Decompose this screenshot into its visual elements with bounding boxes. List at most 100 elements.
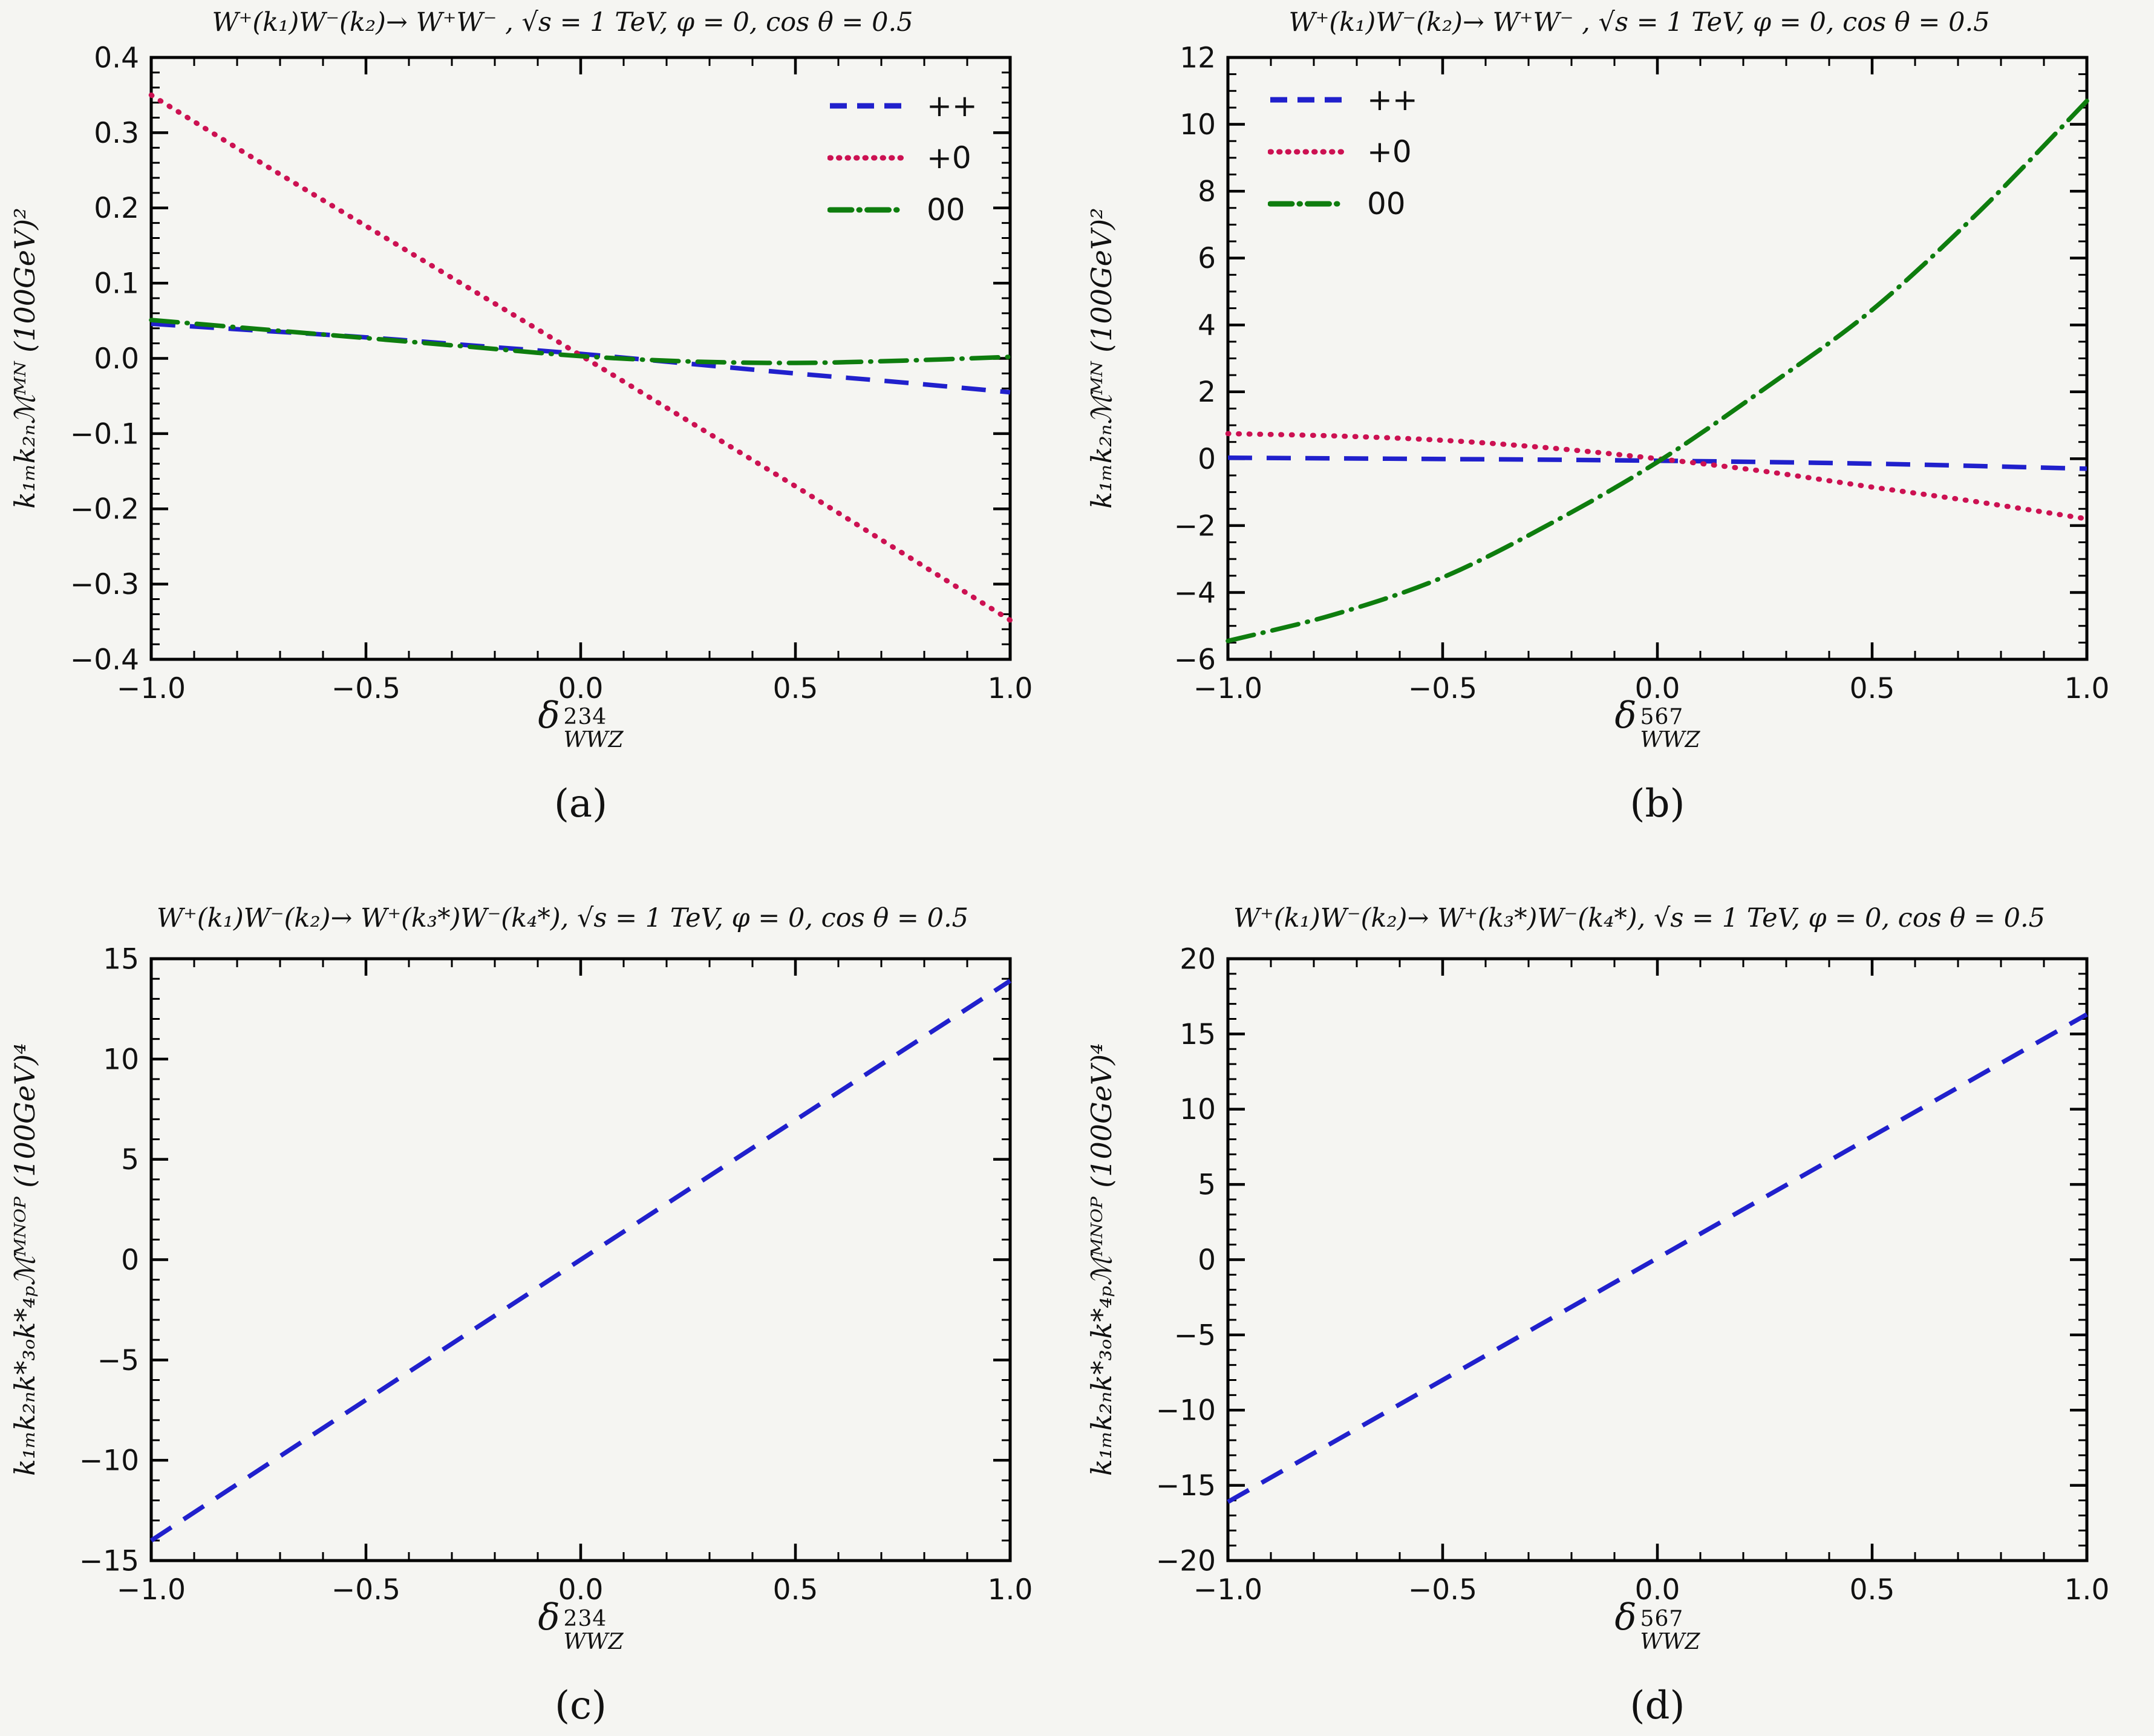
x-tick-label: −0.5 [1408, 672, 1477, 705]
y-tick-label: 6 [1198, 242, 1216, 275]
y-tick-label: 15 [103, 942, 139, 976]
legend-item: +0 [827, 140, 977, 175]
legend-line-dashdot [1268, 201, 1346, 207]
series-line-00 [1225, 99, 2089, 644]
chart-title: W⁺(k₁)W⁻(k₂)→ W⁺(k₃*)W⁻(k₄*), √s = 1 TeV… [156, 903, 969, 933]
legend-line-dotted [827, 155, 906, 161]
x-tick-label: 0.5 [1850, 1573, 1895, 1607]
y-tick-label: −5 [97, 1344, 139, 1377]
y-tick-label: −10 [79, 1444, 139, 1478]
x-axis-label: δ 567 WWZ [1228, 1596, 2087, 1654]
x-tick-label: 0.5 [1850, 672, 1895, 705]
legend-label: ++ [1367, 82, 1418, 117]
y-tick-label: 20 [1180, 942, 1216, 976]
x-tick-label: −0.5 [331, 1573, 400, 1607]
x-axis-label: δ 234 WWZ [151, 694, 1010, 752]
x-axis-label: δ 567 WWZ [1228, 694, 2087, 752]
legend-line-dashed [830, 103, 904, 109]
chart-title: W⁺(k₁)W⁻(k₂)→ W⁺W⁻ , √s = 1 TeV, φ = 0, … [1288, 7, 1990, 38]
x-tick-label: −0.5 [1408, 1573, 1477, 1607]
x-axis-label-symbol: δ [1614, 694, 1637, 737]
y-tick-label: −2 [1174, 509, 1216, 543]
y-tick-label: 5 [121, 1143, 139, 1176]
subfigure-caption: (b) [1630, 782, 1685, 826]
y-tick-label: −20 [1156, 1544, 1216, 1578]
legend-label: 00 [1367, 186, 1406, 221]
series-line-+0 [1225, 431, 2090, 522]
y-tick-label: 0.1 [94, 267, 139, 301]
x-axis-label-superscript: 567 [1640, 705, 1684, 729]
x-axis-label-superscript: 234 [563, 705, 607, 729]
legend-item: 00 [827, 192, 977, 227]
x-tick-label: 1.0 [2064, 1573, 2110, 1607]
y-tick-label: 10 [103, 1043, 139, 1076]
y-tick-label: 0.3 [94, 117, 139, 150]
y-tick-label: −5 [1174, 1319, 1216, 1352]
plot-frame [1226, 56, 2089, 661]
legend-label: +0 [1367, 134, 1412, 169]
chart-panel-c: W⁺(k₁)W⁻(k₂)→ W⁺(k₃*)W⁻(k₄*), √s = 1 TeV… [0, 868, 1077, 1736]
subfigure-caption: (d) [1630, 1683, 1685, 1728]
legend-item: 00 [1268, 186, 1418, 221]
y-tick-label: 15 [1180, 1018, 1216, 1051]
x-tick-label: 1.0 [988, 1573, 1033, 1607]
chart-panel-d: W⁺(k₁)W⁻(k₂)→ W⁺(k₃*)W⁻(k₄*), √s = 1 TeV… [1077, 868, 2153, 1736]
y-tick-label: 0 [1198, 443, 1216, 476]
y-tick-label: 4 [1198, 309, 1216, 342]
y-tick-label: −4 [1174, 576, 1216, 610]
legend: ++ +0 00 [827, 88, 977, 227]
x-axis-label-subscript: WWZ [1640, 1629, 1700, 1654]
y-tick-label: 5 [1198, 1169, 1216, 1202]
legend-line-dashed [1270, 97, 1344, 103]
y-tick-label: 0.0 [94, 342, 139, 376]
y-tick-label: −0.3 [70, 568, 139, 601]
y-tick-label: −0.2 [70, 493, 139, 526]
x-tick-label: 0.5 [773, 672, 818, 705]
y-tick-label: −0.1 [70, 417, 139, 451]
x-tick-label: 0.0 [1635, 672, 1680, 705]
y-tick-label: −0.4 [70, 643, 139, 676]
y-tick-label: 12 [1180, 41, 1216, 74]
x-axis-label-superscript: 234 [563, 1607, 607, 1631]
x-tick-label: −1.0 [1193, 1573, 1262, 1607]
y-tick-label: 0.2 [94, 192, 139, 225]
x-tick-label: −0.5 [331, 672, 400, 705]
plot-area: −1.0 −0.5 0.0 0.5 1.0 15 10 5 0 −5 −10 −15 [79, 942, 1033, 1607]
x-tick-label: −1.0 [117, 1573, 186, 1607]
x-tick-label: −1.0 [1193, 672, 1262, 705]
y-tick-label: 8 [1198, 175, 1216, 209]
legend-item: +0 [1268, 134, 1418, 169]
x-axis-label: δ 234 WWZ [151, 1596, 1010, 1654]
x-tick-label: −1.0 [117, 672, 186, 705]
chart-title: W⁺(k₁)W⁻(k₂)→ W⁺(k₃*)W⁻(k₄*), √s = 1 TeV… [1233, 903, 2046, 933]
plot-area: −1.0 −0.5 0.0 0.5 1.0 20 15 10 5 0 −5 −10 −15 −20 [1156, 942, 2110, 1607]
plot-area: −1.0 −0.5 0.0 0.5 1.0 0.4 0.3 0.2 0.1 0.0 −0.1 −0.2… [70, 41, 1033, 705]
legend-line-dotted [1268, 149, 1346, 155]
x-tick-label: 0.0 [1635, 1573, 1680, 1607]
x-axis-label-subscript: WWZ [563, 1629, 624, 1654]
plot-frame [1226, 957, 2089, 1562]
subfigure-caption: (a) [553, 782, 608, 826]
y-tick-label: 0.4 [94, 41, 139, 74]
x-axis-label-subscript: WWZ [563, 727, 624, 752]
x-tick-label: 0.0 [558, 1573, 604, 1607]
legend-line-dashdot [827, 207, 906, 213]
legend-label: +0 [927, 140, 971, 175]
chart-panel-b: W⁺(k₁)W⁻(k₂)→ W⁺W⁻ , √s = 1 TeV, φ = 0, … [1077, 0, 2153, 868]
legend-label: 00 [927, 192, 965, 227]
series-line-single [149, 979, 1012, 1542]
x-axis-label-symbol: δ [538, 1596, 560, 1639]
y-tick-label: −15 [1156, 1469, 1216, 1503]
legend: ++ +0 00 [1268, 82, 1418, 221]
y-tick-label: −10 [1156, 1394, 1216, 1428]
plot-frame [149, 56, 1012, 661]
y-tick-label: −15 [79, 1544, 139, 1578]
chart-panel-a: W⁺(k₁)W⁻(k₂)→ W⁺W⁻ , √s = 1 TeV, φ = 0, … [0, 0, 1077, 868]
series-line-00 [149, 318, 1013, 365]
x-tick-label: 1.0 [2064, 672, 2110, 705]
plot-frame [149, 957, 1012, 1562]
x-tick-label: 0.0 [558, 672, 604, 705]
y-tick-label: 2 [1198, 376, 1216, 409]
legend-item: ++ [1268, 82, 1418, 117]
